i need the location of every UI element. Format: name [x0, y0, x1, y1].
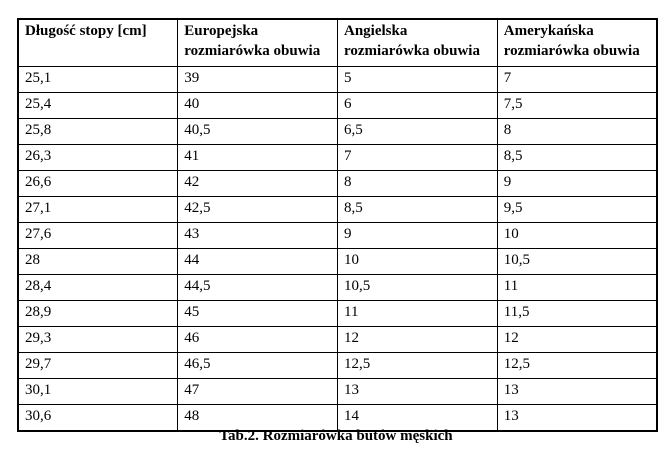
- table-row: 25,4 40 6 7,5: [17, 92, 658, 119]
- table-cell: 10,5: [337, 274, 498, 301]
- header-row: Długość stopy [cm] Europejska rozmiarówka…: [17, 18, 658, 67]
- header-cell-1: Europejska rozmiarówka obuwia: [177, 18, 338, 67]
- table-cell: 10,5: [496, 248, 658, 275]
- table-row: 30,6 48 14 13: [17, 404, 658, 432]
- table-row: 27,6 43 9 10: [17, 222, 658, 249]
- header-cell-2: Angielska rozmiarówka obuwia: [337, 18, 498, 67]
- table-row: 29,7 46,5 12,5 12,5: [17, 352, 658, 379]
- table-row: 28,9 45 11 11,5: [17, 300, 658, 327]
- table-cell: 8,5: [496, 144, 658, 171]
- table-cell: 12,5: [496, 352, 658, 379]
- table-row: 25,1 39 5 7: [17, 66, 658, 93]
- table-cell: 6,5: [337, 118, 498, 145]
- table-cell: 25,4: [17, 92, 179, 119]
- table-cell: 12,5: [337, 352, 498, 379]
- table-cell: 26,3: [17, 144, 179, 171]
- table-cell: 39: [177, 66, 338, 93]
- shoe-size-table: Długość stopy [cm] Europejska rozmiarówka…: [17, 18, 658, 432]
- table-row: 28,4 44,5 10,5 11: [17, 274, 658, 301]
- table-cell: 10: [337, 248, 498, 275]
- table-cell: 46,5: [177, 352, 338, 379]
- table-cell: 9,5: [496, 196, 658, 223]
- table-cell: 30,6: [17, 404, 179, 432]
- table-cell: 8: [337, 170, 498, 197]
- header-cell-0: Długość stopy [cm]: [17, 18, 179, 67]
- header-cell-3: Amerykańska rozmiarówka obuwia: [496, 18, 658, 67]
- table-cell: 7: [496, 66, 658, 93]
- table-cell: 9: [496, 170, 658, 197]
- table-row: 26,3 41 7 8,5: [17, 144, 658, 171]
- table-cell: 27,1: [17, 196, 179, 223]
- table-cell: 13: [337, 378, 498, 405]
- table-cell: 40,5: [177, 118, 338, 145]
- table-cell: 29,7: [17, 352, 179, 379]
- table-cell: 43: [177, 222, 338, 249]
- table-row: 30,1 47 13 13: [17, 378, 658, 405]
- table-caption: Tab.2. Rozmiarówka butów męskich: [219, 428, 453, 444]
- table-body: 25,1 39 5 7 25,4 40 6 7,5 25,8 40,5 6,5 8 26,3 41 7 8,5…: [17, 66, 658, 432]
- table-cell: 27,6: [17, 222, 179, 249]
- table-cell: 44: [177, 248, 338, 275]
- table-cell: 11: [337, 300, 498, 327]
- table-cell: 44,5: [177, 274, 338, 301]
- table-cell: 11: [496, 274, 658, 301]
- table-cell: 42: [177, 170, 338, 197]
- table-cell: 6: [337, 92, 498, 119]
- table-cell: 9: [337, 222, 498, 249]
- table-cell: 30,1: [17, 378, 179, 405]
- table-cell: 13: [496, 404, 658, 432]
- table-cell: 12: [496, 326, 658, 353]
- table-cell: 8,5: [337, 196, 498, 223]
- table-cell: 28,9: [17, 300, 179, 327]
- table-cell: 25,8: [17, 118, 179, 145]
- table-cell: 25,1: [17, 66, 179, 93]
- table-cell: 26,6: [17, 170, 179, 197]
- table-cell: 45: [177, 300, 338, 327]
- table-row: 25,8 40,5 6,5 8: [17, 118, 658, 145]
- table-cell: 7,5: [496, 92, 658, 119]
- table-cell: 28,4: [17, 274, 179, 301]
- table-cell: 5: [337, 66, 498, 93]
- table-cell: 42,5: [177, 196, 338, 223]
- table-cell: 8: [496, 118, 658, 145]
- table-cell: 29,3: [17, 326, 179, 353]
- table-cell: 41: [177, 144, 338, 171]
- table-cell: 47: [177, 378, 338, 405]
- table-row: 28 44 10 10,5: [17, 248, 658, 275]
- table-cell: 28: [17, 248, 179, 275]
- table-header: Długość stopy [cm] Europejska rozmiarówka…: [17, 18, 658, 67]
- table-row: 26,6 42 8 9: [17, 170, 658, 197]
- table-row: 29,3 46 12 12: [17, 326, 658, 353]
- table-cell: 7: [337, 144, 498, 171]
- table-cell: 13: [496, 378, 658, 405]
- table-cell: 10: [496, 222, 658, 249]
- table-cell: 48: [177, 404, 338, 432]
- table-cell: 11,5: [496, 300, 658, 327]
- table-cell: 12: [337, 326, 498, 353]
- table-row: 27,1 42,5 8,5 9,5: [17, 196, 658, 223]
- table-cell: 40: [177, 92, 338, 119]
- table-cell: 46: [177, 326, 338, 353]
